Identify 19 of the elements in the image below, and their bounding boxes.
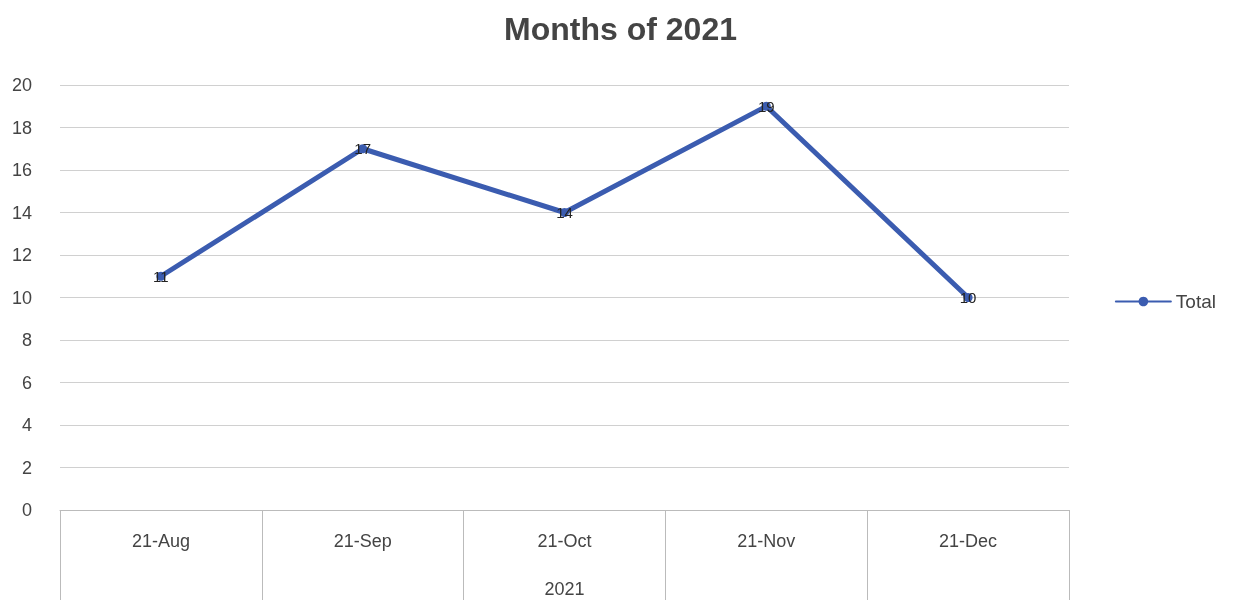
x-tick-label: 21-Nov [737, 531, 796, 551]
x-tick-label: 21-Aug [131, 531, 190, 551]
chart-title: Months of 2021 [504, 11, 737, 47]
y-tick-label: 20 [11, 75, 32, 95]
y-tick-label: 16 [11, 160, 32, 180]
y-tick-label: 4 [21, 415, 32, 435]
y-tick-label: 18 [11, 117, 32, 138]
x-tick-label: 21-Sep [333, 531, 392, 551]
legend-label: Total [1175, 291, 1217, 312]
x-tick-label: 21-Dec [939, 531, 998, 551]
y-tick-label: 10 [11, 287, 32, 308]
y-tick-label: 6 [21, 372, 32, 393]
x-axis-title: 2021 [544, 579, 585, 599]
x-tick-label: 21-Oct [537, 531, 592, 551]
y-tick-label: 0 [21, 500, 32, 520]
y-tick-label: 14 [11, 202, 32, 223]
y-tick-label: 8 [21, 330, 32, 350]
y-tick-label: 12 [11, 245, 32, 265]
y-tick-label: 2 [21, 457, 32, 478]
